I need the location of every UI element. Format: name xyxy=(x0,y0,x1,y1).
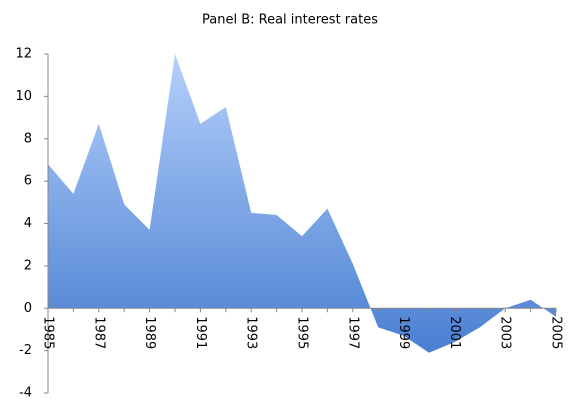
y-tick-label: 2 xyxy=(24,258,32,273)
y-tick-label: 8 xyxy=(24,131,32,146)
area xyxy=(48,54,556,353)
x-tick-label: 1999 xyxy=(396,316,411,349)
y-tick-label: -2 xyxy=(19,343,32,358)
x-tick-label: 1985 xyxy=(41,316,56,349)
y-tick-label: 10 xyxy=(15,89,32,104)
x-tick-label: 1987 xyxy=(91,316,106,349)
y-tick-label: 12 xyxy=(15,47,32,62)
x-tick-label: 2005 xyxy=(549,316,564,349)
x-tick-label: 2003 xyxy=(498,316,513,349)
y-tick-label: 4 xyxy=(24,216,32,231)
y-tick-label: 6 xyxy=(24,174,32,189)
x-tick-label: 2001 xyxy=(447,316,462,349)
x-tick-label: 1995 xyxy=(295,316,310,349)
chart-title: Panel B: Real interest rates xyxy=(202,13,378,28)
x-tick-label: 1989 xyxy=(142,316,157,349)
y-tick-label: 0 xyxy=(24,301,32,316)
y-tick-label: -4 xyxy=(19,386,32,400)
x-tick-label: 1997 xyxy=(345,316,360,349)
x-tick-label: 1993 xyxy=(244,316,259,349)
x-tick-label: 1991 xyxy=(193,316,208,349)
